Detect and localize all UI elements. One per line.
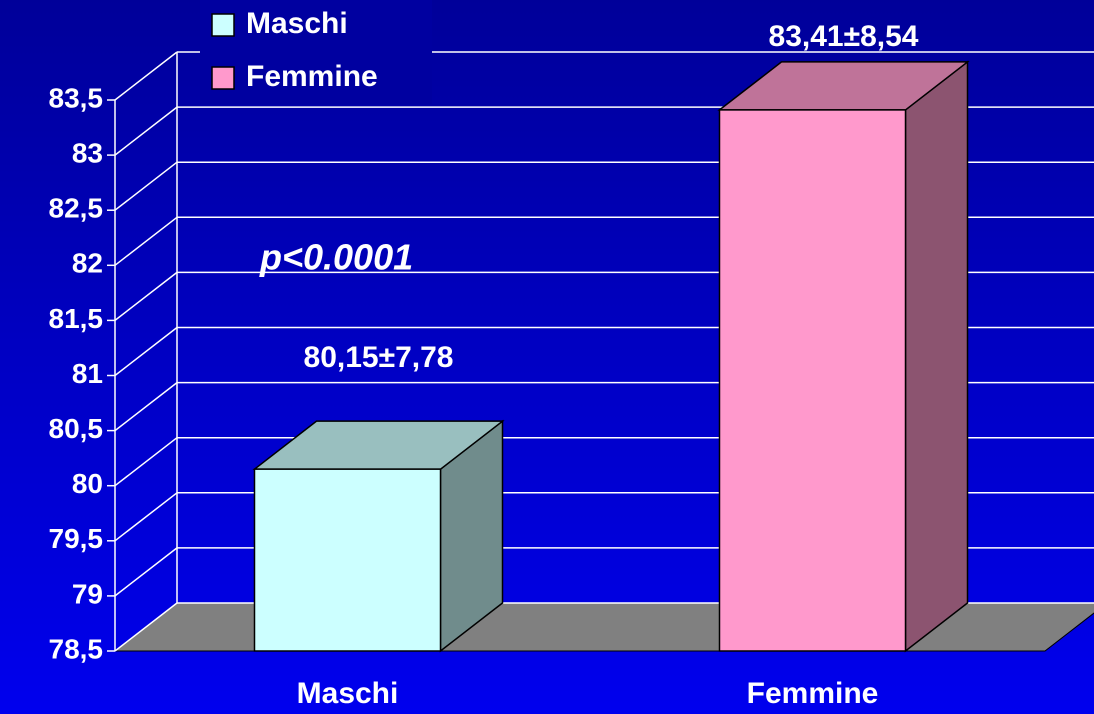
legend: Maschi Femmine xyxy=(200,0,432,104)
y-tick-label: 78,5 xyxy=(49,633,104,664)
x-tick-label: Femmine xyxy=(747,677,879,710)
legend-label: Maschi xyxy=(246,7,348,40)
y-tick-label: 82 xyxy=(72,248,103,279)
grid-line-side xyxy=(114,437,178,487)
grid-line-side xyxy=(114,216,178,266)
grid-line-side xyxy=(114,51,178,101)
grid-line-side xyxy=(114,492,178,542)
legend-swatch xyxy=(211,66,235,90)
bar-side xyxy=(904,60,969,653)
y-tick-label: 81 xyxy=(72,358,103,389)
y-tick-label: 79,5 xyxy=(49,523,104,554)
grid-line-side xyxy=(114,161,178,211)
y-tick-label: 80,5 xyxy=(49,413,104,444)
y-tick-label: 79 xyxy=(72,578,103,609)
y-tick-label: 83,5 xyxy=(49,82,104,113)
grid-line-side xyxy=(114,326,178,377)
grid-line-side xyxy=(114,106,178,156)
grid-line-side xyxy=(114,602,178,652)
legend-swatch xyxy=(211,13,235,37)
grid-line-side xyxy=(114,382,178,432)
legend-box xyxy=(200,0,432,104)
plot-area: 78,5 79 79,5 80 80,5 81 81,5 82 82,5 83 83,5 Maschi… xyxy=(49,20,1094,710)
bar xyxy=(253,468,442,652)
value-label: 80,15±7,78 xyxy=(304,341,454,374)
grid-line-side xyxy=(114,547,178,597)
bar xyxy=(718,109,907,652)
x-tick-label: Maschi xyxy=(297,677,399,710)
y-tick-label: 82,5 xyxy=(49,193,104,224)
y-tick-label: 80 xyxy=(72,468,103,499)
y-tick-label: 83 xyxy=(72,137,103,168)
legend-label: Femmine xyxy=(246,60,378,93)
grid-line-side xyxy=(114,271,178,321)
y-tick-label: 81,5 xyxy=(49,303,104,334)
value-label: 83,41±8,54 xyxy=(769,20,919,53)
annotation: p<0.0001 xyxy=(259,237,413,278)
